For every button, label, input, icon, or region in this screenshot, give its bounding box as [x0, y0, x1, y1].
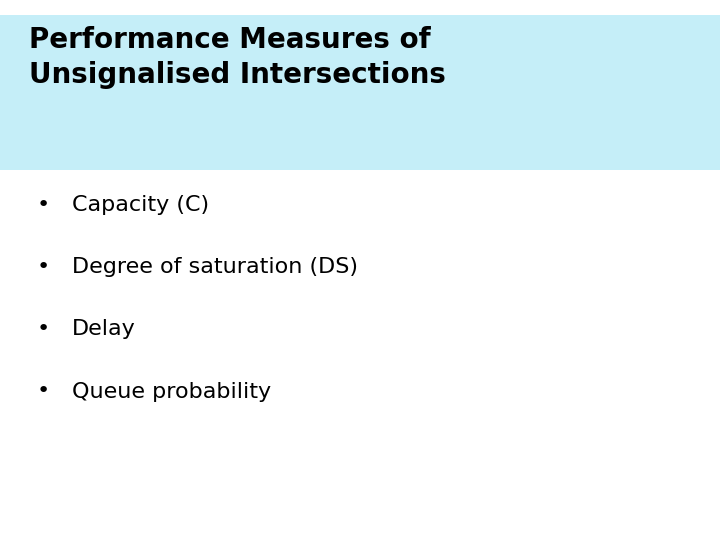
Text: •: • [37, 257, 50, 278]
Text: Performance Measures of
Unsignalised Intersections: Performance Measures of Unsignalised Int… [29, 26, 446, 89]
Text: Queue probability: Queue probability [72, 381, 271, 402]
Text: •: • [37, 381, 50, 402]
Text: Degree of saturation (DS): Degree of saturation (DS) [72, 257, 358, 278]
Text: Capacity (C): Capacity (C) [72, 195, 209, 215]
Text: Delay: Delay [72, 319, 136, 340]
Text: •: • [37, 195, 50, 215]
FancyBboxPatch shape [0, 15, 720, 170]
Text: •: • [37, 319, 50, 340]
